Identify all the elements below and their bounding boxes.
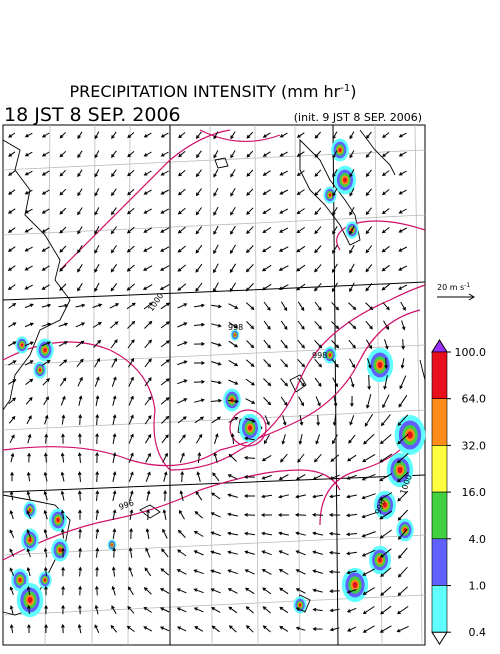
rain-cell xyxy=(38,368,42,372)
valid-time: 18 JST 8 SEP. 2006 xyxy=(4,104,181,126)
title-text: PRECIPITATION INTENSITY (mm hr xyxy=(69,82,340,101)
reference-label: 20 m s-1 xyxy=(437,282,470,292)
rain-cell xyxy=(343,177,347,183)
rain-cell xyxy=(234,333,236,337)
colorbar: 100.0 64.0 32.0 16.0 4.0 1.0 0.4 xyxy=(431,339,487,646)
reference-arrow xyxy=(437,293,475,301)
colorbar-segment xyxy=(431,398,448,446)
colorbar-label: 4.0 xyxy=(469,533,487,546)
rain-cell xyxy=(378,557,382,563)
title: PRECIPITATION INTENSITY (mm hr-1) xyxy=(69,82,356,101)
colorbar-segment xyxy=(431,351,448,400)
colorbar-label: 100.0 xyxy=(455,346,487,359)
map: 1000 998 998 996 998 1000 xyxy=(2,124,426,646)
rain-cell xyxy=(328,353,332,357)
colorbar-label: 16.0 xyxy=(462,486,487,499)
rain-cell xyxy=(377,361,383,369)
rain-cell xyxy=(28,537,32,543)
rain-cell xyxy=(43,578,47,582)
colorbar-label: 64.0 xyxy=(462,393,487,406)
rain-cell xyxy=(56,517,60,523)
rain-cell xyxy=(407,431,413,439)
colorbar-label: 1.0 xyxy=(469,580,487,593)
rain-cell xyxy=(383,502,387,508)
colorbar-segment xyxy=(431,585,448,633)
wind-vectors xyxy=(7,131,409,634)
colorbar-segment xyxy=(431,538,448,586)
colorbar-top-triangle xyxy=(431,339,448,353)
reference-sup: -1 xyxy=(464,282,470,289)
rain-cell xyxy=(20,343,24,347)
title-end: ) xyxy=(350,82,356,101)
map-frame xyxy=(2,124,426,646)
rain-cell xyxy=(18,577,22,583)
rain-cell xyxy=(352,581,358,589)
reference-vector: 20 m s-1 xyxy=(437,282,475,301)
rain-cell xyxy=(28,508,32,512)
rain-cell xyxy=(58,547,62,553)
rain-cell xyxy=(248,425,252,431)
contour-label: 998 xyxy=(228,323,243,332)
rain-cell xyxy=(338,147,342,153)
rain-cell xyxy=(397,466,403,474)
rain-cell xyxy=(328,193,332,197)
rain-cell xyxy=(43,347,47,353)
isobars xyxy=(2,129,426,561)
colorbar-label: 0.4 xyxy=(469,626,487,639)
rain-cell xyxy=(111,543,113,547)
contour-label: 998 xyxy=(312,351,327,360)
colorbar-segment xyxy=(431,491,448,540)
init-time: (init. 9 JST 8 SEP. 2006) xyxy=(294,111,422,124)
title-sup: -1 xyxy=(340,83,350,94)
colorbar-segment xyxy=(431,445,448,493)
rain-cell xyxy=(27,596,33,604)
rain-cell xyxy=(298,603,302,607)
colorbar-bottom-triangle xyxy=(431,631,448,646)
colorbar-label: 32.0 xyxy=(462,439,487,452)
reference-text: 20 m s xyxy=(437,283,464,292)
